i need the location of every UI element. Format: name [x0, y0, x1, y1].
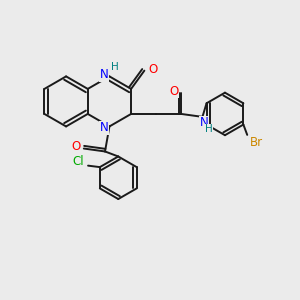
Text: H: H	[111, 62, 118, 72]
Text: N: N	[100, 68, 109, 81]
Text: Br: Br	[250, 136, 263, 149]
Text: O: O	[148, 63, 157, 76]
Text: N: N	[200, 116, 208, 129]
Text: H: H	[205, 124, 213, 134]
Text: Cl: Cl	[72, 155, 84, 168]
Text: O: O	[169, 85, 178, 98]
Text: N: N	[100, 122, 109, 134]
Text: O: O	[71, 140, 80, 153]
